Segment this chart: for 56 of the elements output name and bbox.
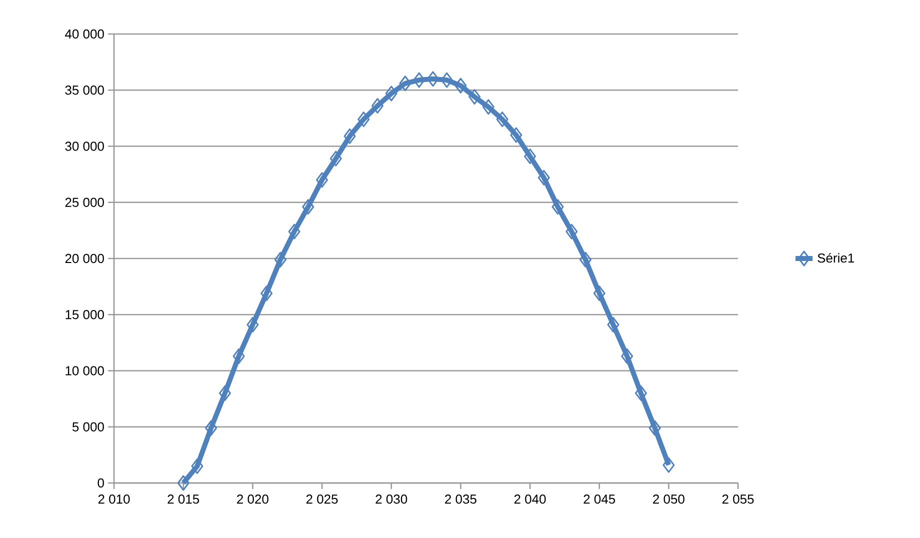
x-tick-label: 2 030 bbox=[376, 494, 408, 504]
y-tick-label: 35 000 bbox=[65, 86, 104, 95]
point bbox=[440, 72, 453, 88]
x-tick-label: 2 045 bbox=[584, 494, 616, 504]
point bbox=[274, 252, 286, 268]
y-tick-label: 25 000 bbox=[65, 198, 104, 207]
point bbox=[191, 458, 204, 474]
point bbox=[205, 420, 218, 436]
point bbox=[482, 99, 494, 115]
x-tick-label: 2 035 bbox=[445, 494, 476, 504]
point bbox=[662, 457, 675, 473]
point bbox=[552, 199, 564, 215]
point bbox=[454, 78, 467, 94]
x-tick-label: 2 055 bbox=[722, 494, 754, 504]
point bbox=[426, 71, 439, 87]
legend-label: Série1 bbox=[818, 252, 854, 263]
point bbox=[538, 170, 550, 186]
point bbox=[524, 148, 536, 164]
point bbox=[648, 420, 661, 436]
point bbox=[634, 385, 647, 401]
point bbox=[399, 76, 412, 92]
point bbox=[566, 224, 578, 240]
y-tick-label: 40 000 bbox=[65, 29, 104, 39]
point bbox=[316, 172, 328, 188]
point bbox=[371, 98, 384, 114]
point bbox=[468, 89, 481, 105]
x-tick-label: 2 020 bbox=[237, 494, 268, 504]
x-tick-label: 2 010 bbox=[98, 494, 130, 504]
point bbox=[579, 252, 592, 268]
point bbox=[330, 150, 342, 166]
y-tick-label: 30 000 bbox=[65, 142, 104, 151]
point bbox=[302, 199, 314, 215]
x-tick-label: 2 050 bbox=[653, 494, 684, 504]
y-tick-label: 0 bbox=[98, 478, 104, 488]
point bbox=[385, 86, 398, 102]
point bbox=[607, 316, 620, 332]
y-tick-label: 20 000 bbox=[65, 254, 104, 264]
x-tick-label: 2 040 bbox=[514, 494, 546, 504]
point bbox=[593, 286, 606, 302]
x-tick-label: 2 015 bbox=[168, 494, 200, 504]
y-tick-label: 5 000 bbox=[72, 422, 104, 432]
point bbox=[510, 127, 522, 143]
x-tick-label: 2 025 bbox=[306, 494, 338, 504]
point bbox=[218, 385, 231, 401]
y-tick-label: 10 000 bbox=[66, 366, 104, 376]
point bbox=[413, 72, 426, 88]
y-tick-label: 15 000 bbox=[66, 310, 104, 320]
point bbox=[344, 128, 356, 144]
point bbox=[177, 475, 190, 491]
point bbox=[232, 348, 245, 364]
point bbox=[621, 348, 634, 364]
point bbox=[358, 112, 370, 128]
point bbox=[496, 112, 508, 128]
point bbox=[246, 316, 259, 332]
point bbox=[260, 286, 273, 302]
point bbox=[288, 224, 300, 240]
